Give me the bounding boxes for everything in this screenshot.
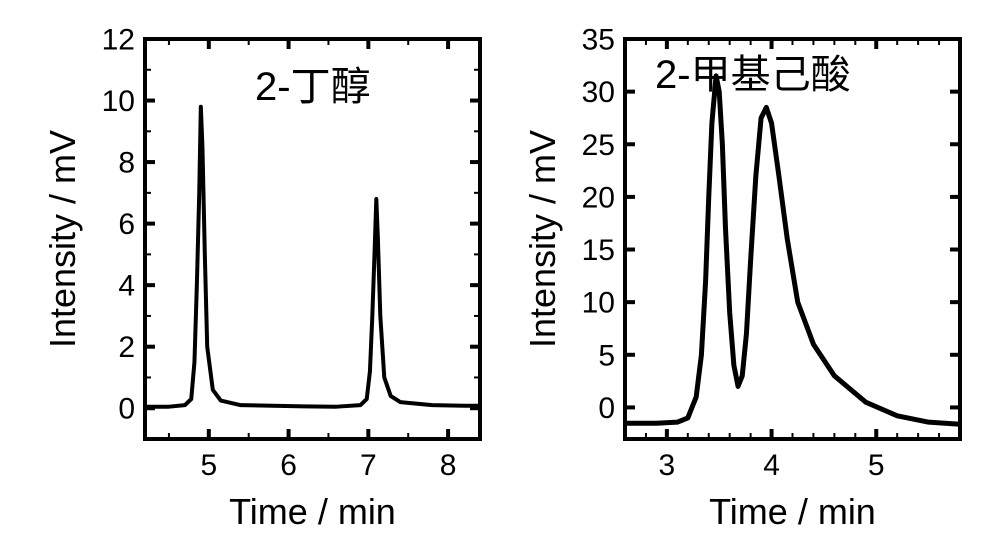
svg-text:15: 15 bbox=[582, 234, 615, 267]
chart-title: 2-甲基己酸 bbox=[655, 42, 851, 100]
x-axis-label: Time / min bbox=[229, 491, 396, 532]
svg-text:25: 25 bbox=[582, 128, 615, 161]
chart-panel-right: 3 4 5 0 5 10 15 20 25 30 35 Time / min Intensity / m… bbox=[505, 14, 975, 534]
svg-text:0: 0 bbox=[118, 392, 135, 425]
figure-container: 5 6 7 8 0 2 4 6 8 10 12 Time / min Intensity / mV 2-丁… bbox=[0, 0, 1000, 547]
svg-text:10: 10 bbox=[102, 85, 135, 118]
svg-text:6: 6 bbox=[280, 449, 297, 482]
chromatogram-trace bbox=[145, 106, 480, 406]
svg-text:12: 12 bbox=[102, 23, 135, 56]
y-axis-label: Intensity / mV bbox=[42, 129, 83, 347]
chart-panel-left: 5 6 7 8 0 2 4 6 8 10 12 Time / min Intensity / mV 2-丁… bbox=[25, 14, 495, 534]
svg-text:2: 2 bbox=[118, 331, 135, 364]
svg-text:20: 20 bbox=[582, 181, 615, 214]
svg-text:35: 35 bbox=[582, 23, 615, 56]
y-axis-label: Intensity / mV bbox=[522, 129, 563, 347]
svg-text:8: 8 bbox=[440, 449, 457, 482]
svg-text:10: 10 bbox=[582, 286, 615, 319]
svg-text:0: 0 bbox=[598, 391, 615, 424]
svg-text:7: 7 bbox=[360, 449, 377, 482]
chromatogram-trace bbox=[625, 75, 960, 423]
svg-text:5: 5 bbox=[200, 449, 217, 482]
svg-text:4: 4 bbox=[763, 449, 780, 482]
svg-text:30: 30 bbox=[582, 76, 615, 109]
svg-text:3: 3 bbox=[659, 449, 676, 482]
svg-text:6: 6 bbox=[118, 208, 135, 241]
chart-title: 2-丁醇 bbox=[255, 54, 371, 112]
svg-text:5: 5 bbox=[598, 339, 615, 372]
svg-text:8: 8 bbox=[118, 146, 135, 179]
svg-text:5: 5 bbox=[868, 449, 885, 482]
x-axis-label: Time / min bbox=[709, 491, 876, 532]
svg-text:4: 4 bbox=[118, 269, 135, 302]
